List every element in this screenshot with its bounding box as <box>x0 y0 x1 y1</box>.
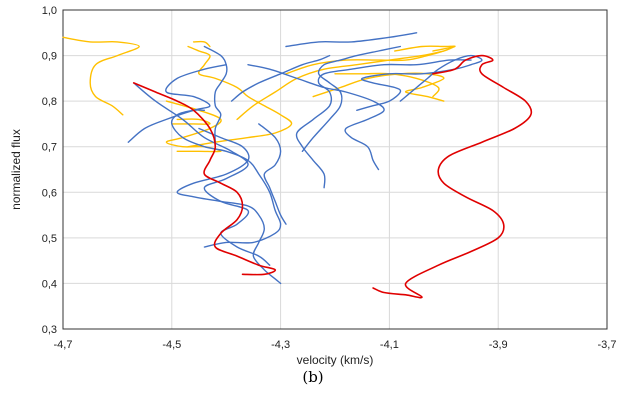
x-axis-label: velocity (km/s) <box>297 353 374 367</box>
y-tick-label: 0,4 <box>42 278 57 290</box>
x-tick-labels: -4,7 -4,5 -4,3 -4,1 -3,9 -3,7 <box>54 339 617 351</box>
orange-series-line <box>334 72 440 98</box>
blue-series-line <box>258 123 287 225</box>
x-tick-label: -4,7 <box>54 339 73 351</box>
blue-series-line <box>247 64 385 171</box>
y-tick-label: 0,3 <box>42 324 57 336</box>
orange-series-line <box>192 40 211 48</box>
orange-series-line <box>285 45 456 75</box>
orange-series-line <box>236 50 445 121</box>
y-tick-label: 1,0 <box>42 5 57 17</box>
orange-series-line <box>62 36 140 116</box>
blue-series-line <box>301 45 401 152</box>
orange-series-line <box>165 100 222 153</box>
gridlines <box>63 10 607 329</box>
orange-series-line <box>394 45 456 52</box>
orange-series-line <box>312 72 445 102</box>
blue-series-line <box>176 127 282 285</box>
orange-series-line <box>171 118 211 125</box>
orange-series-line <box>187 45 293 148</box>
x-tick-label: -3,7 <box>598 339 617 351</box>
y-tick-label: 0,5 <box>42 233 57 245</box>
blue-series-line <box>230 54 331 102</box>
x-tick-label: -4,3 <box>271 339 290 351</box>
blue-series-line <box>170 109 282 248</box>
y-tick-label: 0,6 <box>42 187 57 199</box>
blue-series-line <box>285 32 418 48</box>
series-lines <box>62 32 533 299</box>
y-tick-label: 0,8 <box>42 96 57 108</box>
blue-series-line <box>127 64 227 143</box>
figure-caption: (b) <box>302 368 324 386</box>
x-tick-label: -4,1 <box>380 339 399 351</box>
x-tick-label: -4,5 <box>162 339 181 351</box>
y-tick-labels: 0,3 0,4 0,5 0,6 0,7 0,8 0,9 1,0 <box>42 5 57 336</box>
y-axis-label: normalized flux <box>9 129 23 210</box>
red-series-line <box>132 82 277 276</box>
x-tick-label: -3,9 <box>489 339 508 351</box>
blue-series-line <box>133 82 271 266</box>
red-series-line <box>372 54 533 299</box>
y-tick-label: 0,9 <box>42 51 57 63</box>
blue-series-line <box>203 45 228 143</box>
plot-area <box>62 9 608 330</box>
y-tick-label: 0,7 <box>42 142 57 154</box>
blue-series-line <box>295 59 472 189</box>
